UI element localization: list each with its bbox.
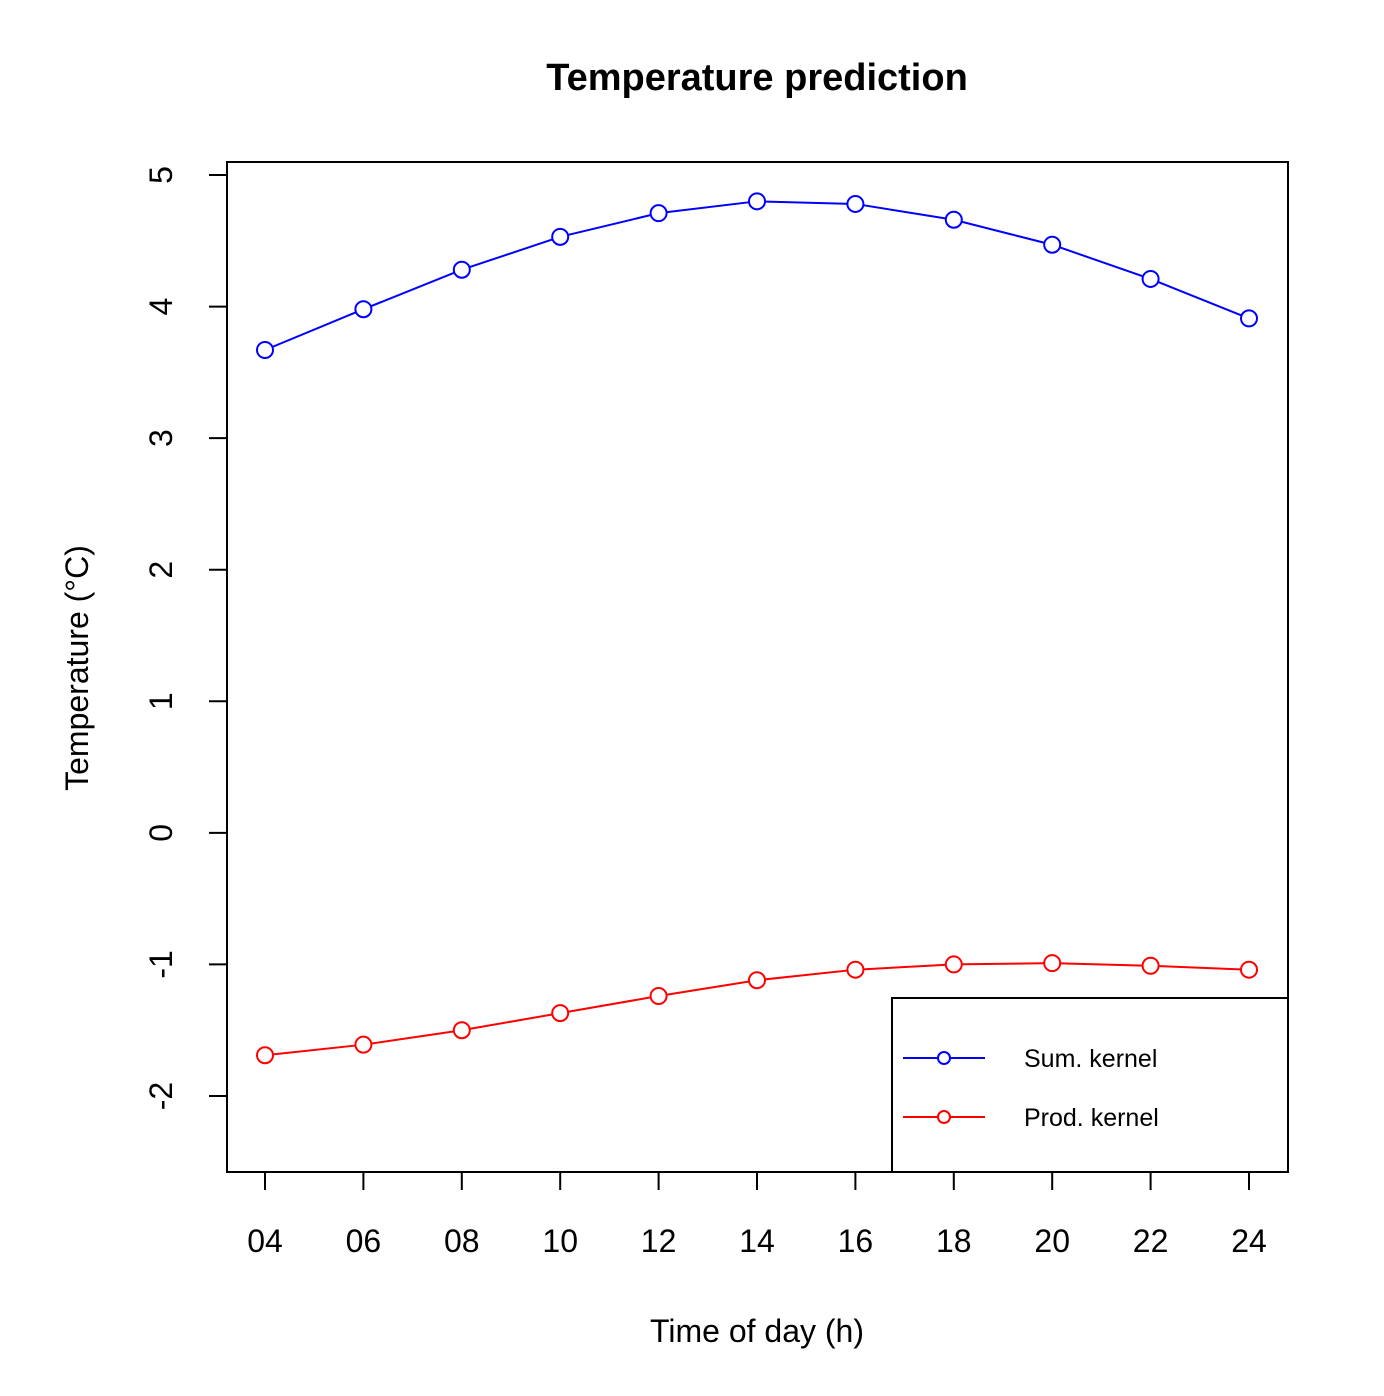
x-tick-label: 10 bbox=[542, 1223, 578, 1259]
data-point bbox=[452, 260, 471, 279]
data-point bbox=[944, 210, 963, 229]
data-point bbox=[1141, 956, 1160, 975]
y-tick-label: 0 bbox=[143, 824, 179, 842]
data-point bbox=[846, 960, 865, 979]
legend-label: Prod. kernel bbox=[1024, 1104, 1159, 1132]
x-tick-label: 18 bbox=[936, 1223, 972, 1259]
x-tick-label: 14 bbox=[739, 1223, 775, 1259]
data-point bbox=[748, 971, 766, 990]
y-axis: -2 -1 0 1 2 3 4 5 bbox=[143, 166, 228, 1110]
x-tick-label: 12 bbox=[641, 1223, 677, 1259]
data-point bbox=[256, 340, 274, 359]
y-tick-label: 2 bbox=[143, 561, 179, 579]
data-point bbox=[1240, 309, 1258, 328]
y-tick-label: 1 bbox=[143, 692, 179, 710]
data-point bbox=[649, 987, 668, 1006]
legend: Sum. kernel Prod. kernel bbox=[891, 997, 1289, 1173]
data-point bbox=[256, 1046, 274, 1065]
data-point bbox=[354, 300, 373, 319]
x-axis-label: Time of day (h) bbox=[650, 1313, 864, 1349]
data-point bbox=[551, 1004, 570, 1023]
data-point bbox=[944, 955, 963, 974]
y-tick-label: 4 bbox=[143, 298, 179, 316]
x-tick-label: 16 bbox=[838, 1223, 874, 1259]
y-tick-label: 3 bbox=[143, 429, 179, 447]
data-point bbox=[551, 227, 570, 246]
x-tick-label: 22 bbox=[1133, 1223, 1169, 1259]
series-1 bbox=[256, 192, 1258, 359]
x-axis: 04 06 08 10 12 14 16 18 20 22 24 bbox=[247, 1171, 1267, 1259]
x-tick-label: 06 bbox=[346, 1223, 382, 1259]
data-point bbox=[1141, 269, 1160, 288]
y-tick-label: 5 bbox=[143, 166, 179, 184]
series-2 bbox=[256, 954, 1258, 1065]
x-tick-label: 24 bbox=[1231, 1223, 1267, 1259]
series-line bbox=[264, 200, 1250, 351]
legend-box bbox=[891, 997, 1289, 1173]
data-point bbox=[1043, 235, 1062, 254]
data-point bbox=[846, 194, 865, 213]
y-tick-label: -2 bbox=[143, 1082, 179, 1110]
chart-title: Temperature prediction bbox=[546, 57, 968, 99]
legend-marker bbox=[937, 1110, 951, 1124]
y-axis-label: Temperature (°C) bbox=[59, 545, 95, 791]
legend-marker bbox=[937, 1051, 951, 1065]
x-tick-label: 20 bbox=[1034, 1223, 1070, 1259]
x-tick-label: 04 bbox=[247, 1223, 283, 1259]
data-point bbox=[649, 204, 668, 223]
legend-label: Sum. kernel bbox=[1024, 1045, 1157, 1073]
data-point bbox=[1043, 954, 1062, 973]
data-point bbox=[748, 192, 766, 211]
series-layer bbox=[256, 192, 1258, 1065]
y-tick-label: -1 bbox=[143, 950, 179, 978]
data-point bbox=[354, 1035, 373, 1054]
x-tick-label: 08 bbox=[444, 1223, 480, 1259]
data-point bbox=[452, 1021, 471, 1040]
data-point bbox=[1240, 960, 1258, 979]
